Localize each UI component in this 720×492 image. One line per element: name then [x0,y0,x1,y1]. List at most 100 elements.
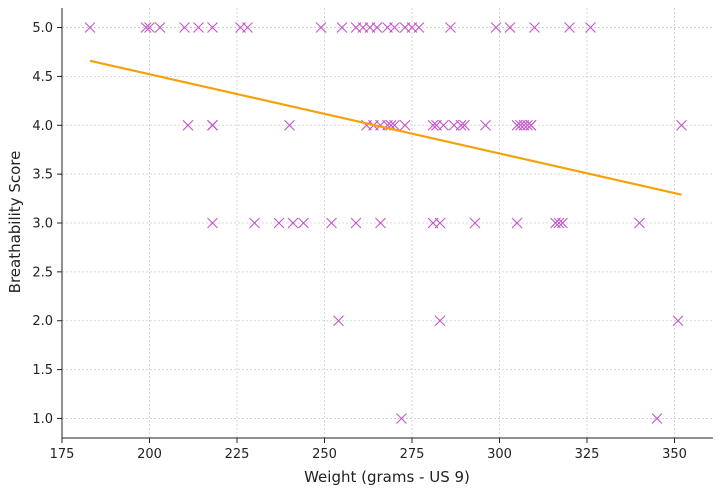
point-stroke [651,413,663,424]
data-point [672,315,684,327]
point-stroke [333,315,344,327]
data-point [399,119,411,131]
point-stroke [326,217,337,229]
data-point [326,217,337,229]
x-tick-label: 225 [225,447,250,462]
y-tick-label: 1.5 [32,363,53,378]
y-tick-label: 2.5 [32,265,53,280]
point-stroke [459,119,470,131]
point-stroke [182,119,194,131]
data-point [585,22,596,33]
y-tick-label: 3.0 [32,217,53,232]
point-stroke [350,217,362,229]
point-stroke [525,119,537,131]
point-stroke [284,119,295,131]
y-tick-label: 5.0 [32,21,53,36]
data-point [434,315,446,327]
axes [57,8,713,443]
point-stroke [193,22,204,33]
point-stroke [434,315,446,327]
data-point [396,413,407,424]
y-tick-label: 1.0 [32,412,53,427]
point-stroke [469,217,481,229]
point-stroke [529,22,540,33]
y-axis-label: Breathability Score [6,151,24,294]
point-stroke [504,22,516,33]
data-point [676,119,687,131]
x-tick-label: 275 [400,447,425,462]
data-point [179,22,190,33]
data-point [182,119,194,131]
data-point [84,22,96,33]
data-point [455,119,467,131]
data-point [350,217,362,229]
y-tick-label: 2.0 [32,314,53,329]
data-point [154,22,166,33]
point-stroke [396,413,407,424]
data-point [522,119,533,131]
data-point [525,119,537,131]
data-point [336,22,348,33]
point-stroke [84,22,96,33]
data-point [193,22,204,33]
trend-line-group [89,59,682,196]
point-stroke [511,217,523,229]
data-point [634,217,645,229]
data-point [315,22,327,33]
point-stroke [557,217,568,229]
data-point [284,119,295,131]
x-axis-label: Weight (grams - US 9) [304,468,470,486]
x-tick-label: 350 [662,447,687,462]
data-point [207,22,218,33]
data-point [389,22,400,33]
point-stroke [207,119,218,131]
y-tick-label: 3.5 [32,168,53,183]
grid-lines [61,8,713,438]
point-stroke [455,119,467,131]
point-stroke [427,119,439,131]
data-point [564,22,575,33]
point-stroke [287,217,299,229]
point-stroke [242,22,253,33]
point-stroke [672,315,684,327]
point-stroke [522,119,533,131]
point-stroke [371,22,383,33]
point-stroke [140,22,152,33]
point-stroke [399,119,411,131]
data-point [413,22,425,33]
point-stroke [179,22,190,33]
point-stroke [585,22,596,33]
point-stroke [676,119,687,131]
x-tick-label: 325 [575,447,600,462]
point-stroke [634,217,645,229]
data-point [273,217,285,229]
point-stroke [154,22,166,33]
point-stroke [438,119,449,131]
point-stroke [553,217,565,229]
point-stroke [315,22,327,33]
point-stroke [375,217,386,229]
data-point [553,217,565,229]
data-point [427,119,439,131]
data-point [207,119,218,131]
data-point [298,217,309,229]
point-stroke [434,217,446,229]
x-tick-label: 300 [487,447,512,462]
point-stroke [249,217,260,229]
data-point [207,217,218,229]
point-stroke [273,217,285,229]
data-point [504,22,516,33]
data-point [469,217,481,229]
x-tick-label: 175 [50,447,75,462]
point-stroke [207,22,218,33]
tick-labels: 175 200 225 250 275 300 325 350 1.0 1.5 2.0 2.5 3.0 3… [32,21,687,462]
point-stroke [480,119,491,131]
y-tick-label: 4.5 [32,70,53,85]
data-point [511,217,523,229]
point-stroke [144,22,155,33]
y-tick-label: 4.0 [32,119,53,134]
x-tick-label: 250 [312,447,337,462]
point-stroke [445,22,456,33]
data-point [249,217,260,229]
